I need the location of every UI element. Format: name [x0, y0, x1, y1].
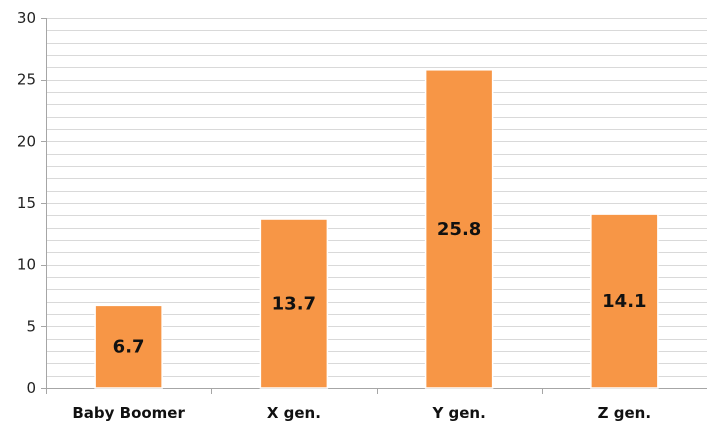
x-tick-label: Y gen. — [431, 404, 485, 422]
y-tick-label: 10 — [17, 256, 36, 274]
bars — [94, 69, 659, 389]
x-tick-label: Z gen. — [598, 404, 651, 422]
y-tick-label: 0 — [26, 379, 36, 397]
y-tick-label: 5 — [26, 317, 36, 335]
x-tick-label: X gen. — [267, 404, 321, 422]
bar — [259, 218, 329, 389]
bar — [424, 69, 494, 389]
bar — [590, 213, 659, 389]
bar — [94, 304, 163, 389]
x-tick-label: Baby Boomer — [72, 404, 185, 422]
y-tick-label: 20 — [17, 132, 36, 150]
y-tick-label: 15 — [17, 194, 36, 212]
data-label: 25.8 — [437, 219, 481, 240]
labels: 0 5 10 15 20 25 30 6.7 Baby Boomer 13.7 X gen. 25.8… — [17, 9, 651, 422]
y-tick-label: 25 — [17, 71, 36, 89]
y-tick-label: 30 — [17, 9, 36, 27]
data-label: 6.7 — [113, 337, 145, 358]
data-label: 14.1 — [602, 291, 646, 312]
data-label: 13.7 — [272, 294, 316, 315]
